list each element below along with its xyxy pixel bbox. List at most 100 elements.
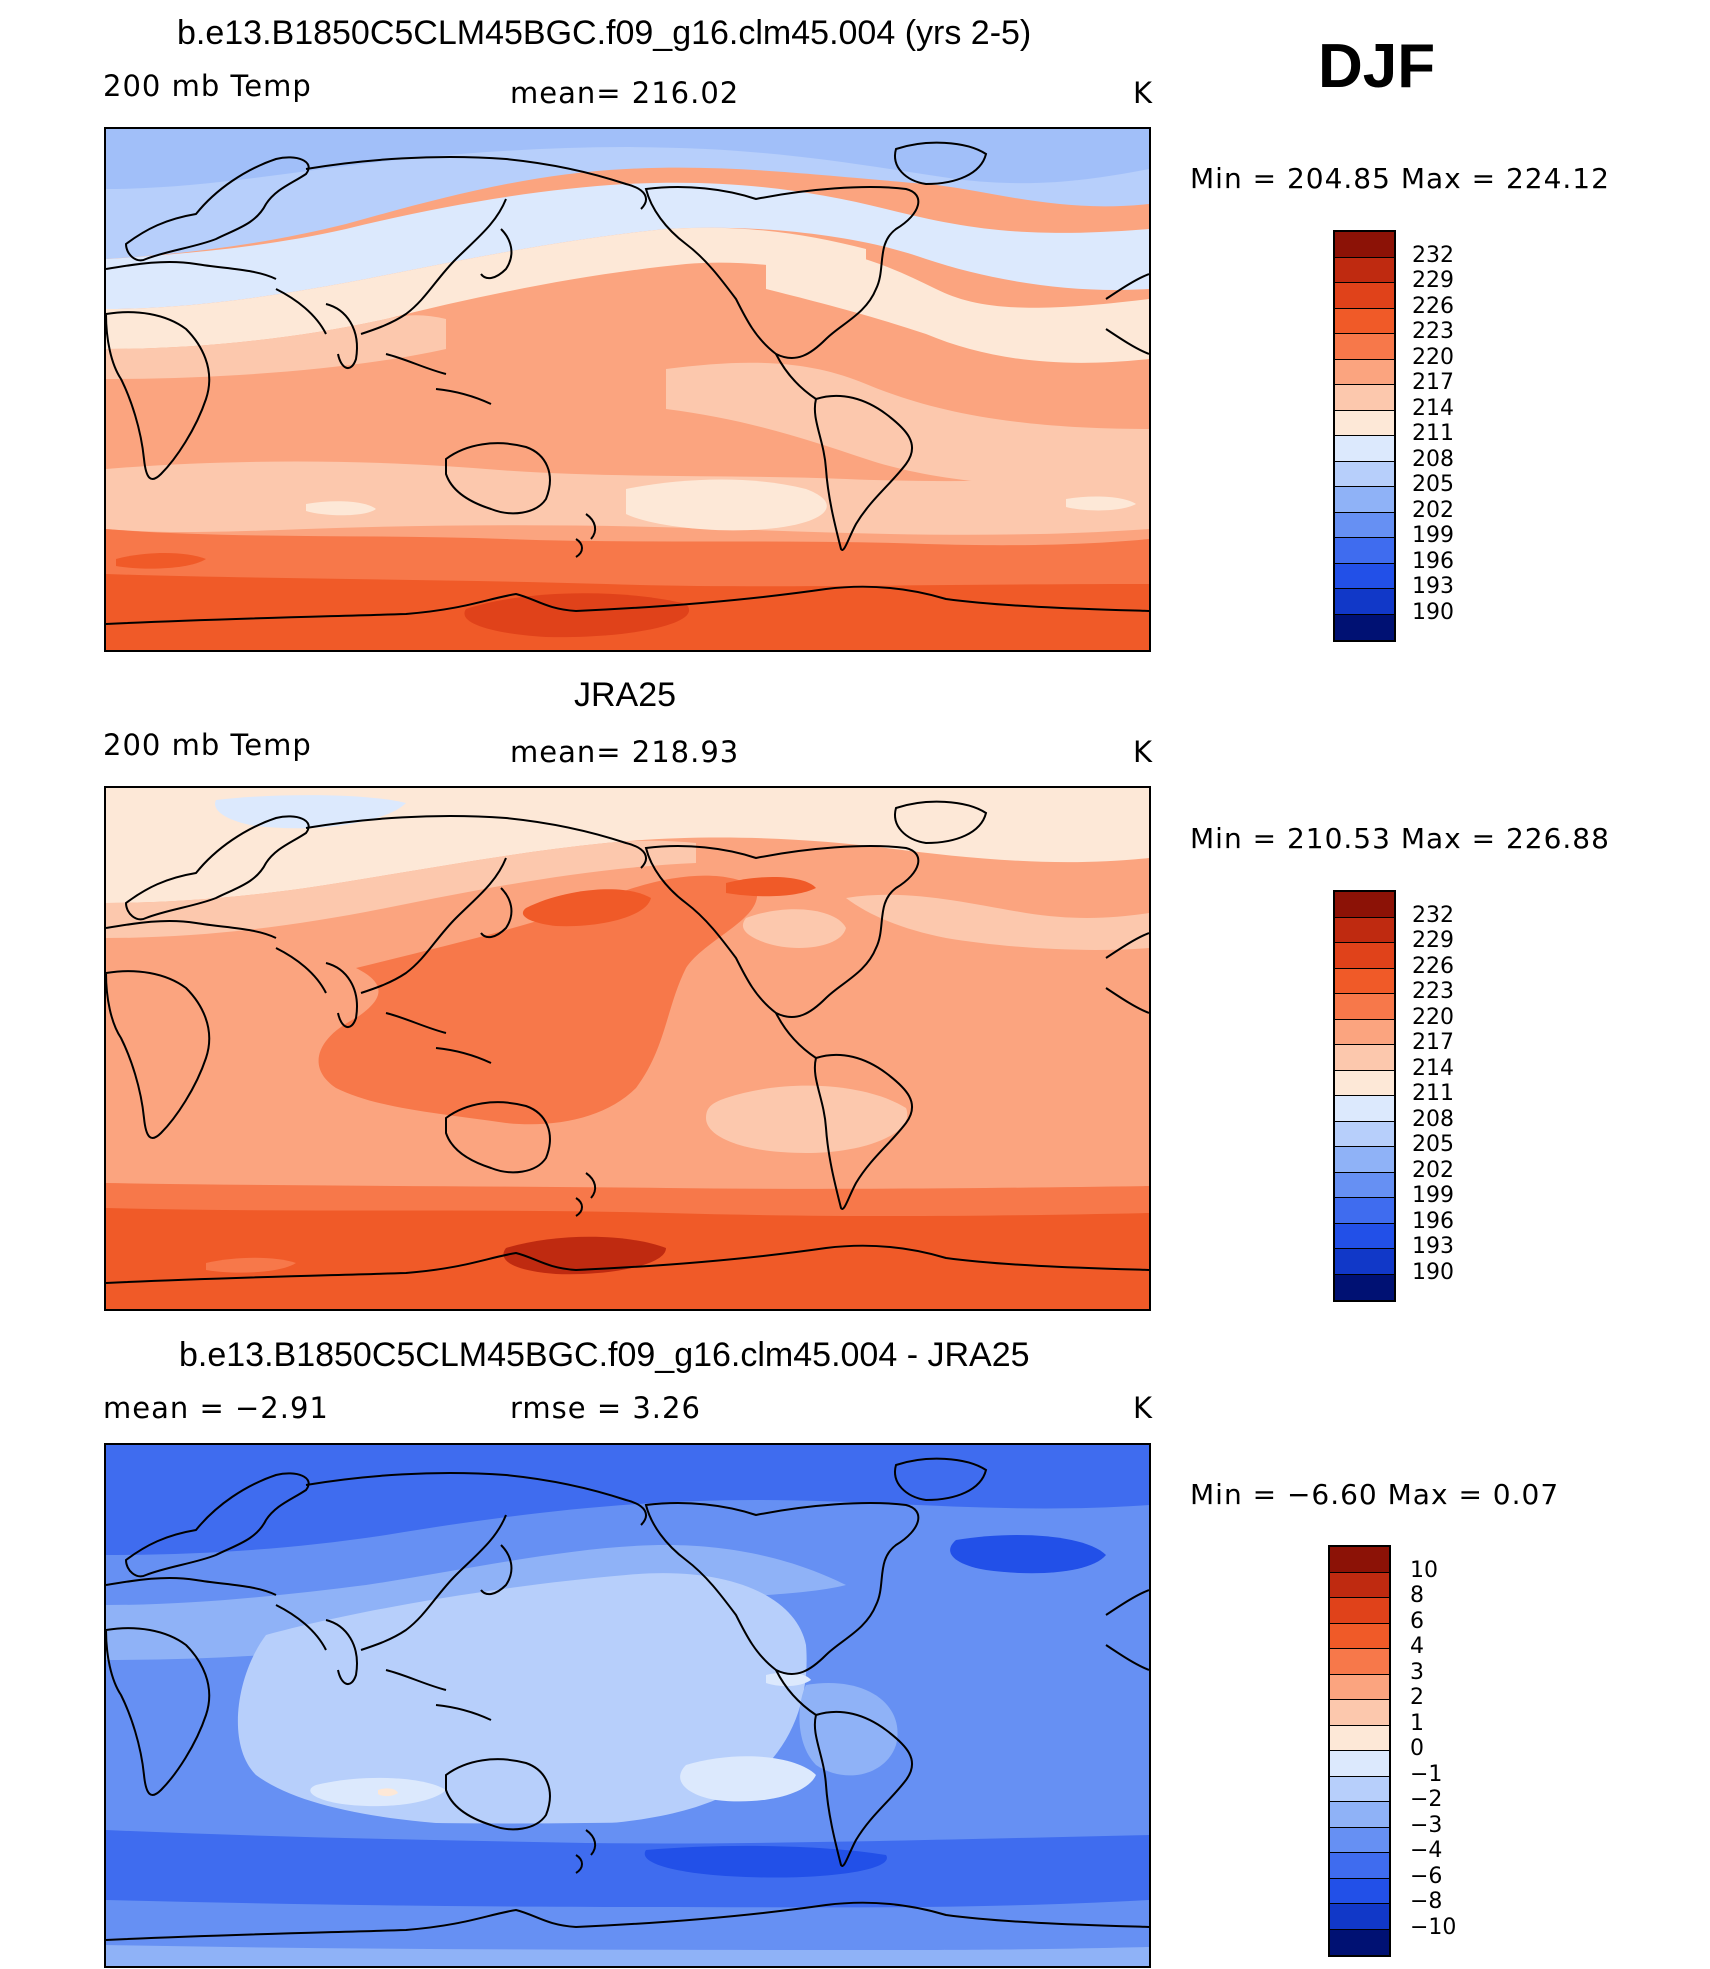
- field-positive-patch: [378, 1788, 398, 1797]
- colorbar-cell: [1335, 538, 1394, 564]
- colorbar-cell: [1330, 1878, 1389, 1904]
- coastline-path: [305, 1472, 647, 1526]
- colorbar-cell: [1330, 1904, 1389, 1930]
- colorbar-cell: [1330, 1827, 1389, 1853]
- colorbar-tick-label: 4: [1410, 1634, 1424, 1659]
- colorbar-tick-label: 0: [1410, 1736, 1424, 1761]
- colorbar-cell: [1335, 1172, 1394, 1198]
- panel3-map: [104, 1443, 1151, 1968]
- colorbar-tick-label: 190: [1412, 1259, 1454, 1285]
- colorbar-cell: [1335, 994, 1394, 1020]
- coastline-path: [106, 260, 277, 280]
- panel2-colorbar: [1333, 890, 1396, 1302]
- colorbar-cell: [1330, 1929, 1389, 1955]
- panel1-colorbar-labels: 232 229 226 223 220 217 214 211 208 205 202 199 196 1…: [1412, 230, 1532, 642]
- colorbar-tick-label: 217: [1412, 370, 1454, 395]
- field-south-patch: [116, 553, 206, 569]
- colorbar-tick-label: 205: [1412, 472, 1454, 497]
- coastlines: [106, 1457, 1149, 1941]
- coastline-path: [1105, 1589, 1149, 1671]
- colorbar-cell: [1335, 487, 1394, 513]
- field-warm-ne-patch: [742, 909, 846, 948]
- coastline-path: [124, 1472, 310, 1578]
- coastline-path: [106, 585, 1149, 625]
- colorbar-tick-label: 214: [1412, 395, 1454, 421]
- coastline-path: [480, 887, 513, 939]
- colorbar-tick-label: 1: [1410, 1710, 1424, 1736]
- panel3-mean-label: mean = −2.91: [103, 1391, 329, 1425]
- field-mild-east: [766, 246, 1149, 363]
- coastline-path: [445, 442, 551, 515]
- colorbar-cell: [1335, 1121, 1394, 1147]
- colorbar-tick-label: 196: [1412, 1208, 1454, 1234]
- panel1-map: [104, 127, 1151, 652]
- coastline-path: [124, 815, 310, 921]
- field-south-light: [706, 1085, 908, 1153]
- colorbar-tick-label: 2: [1410, 1685, 1424, 1710]
- coastline-path: [360, 857, 507, 994]
- colorbar-tick-label: 190: [1412, 599, 1454, 625]
- coastline-path: [275, 288, 358, 369]
- coastline-path: [1105, 932, 1149, 1014]
- colorbar-tick-label: 220: [1412, 1004, 1454, 1030]
- field-cool-band: [106, 182, 1149, 309]
- coastline-path: [775, 1669, 817, 1716]
- coastline-path: [1105, 273, 1149, 355]
- panel1-minmax-label: Min = 204.85 Max = 224.12: [1190, 162, 1610, 195]
- panel2-title: JRA25: [574, 676, 677, 714]
- colorbar-cell: [1335, 334, 1394, 360]
- colorbar-tick-label: 8: [1410, 1583, 1424, 1608]
- panel2-units-label: K: [1133, 735, 1154, 769]
- field-warm-northeast: [846, 894, 1149, 950]
- colorbar-tick-label: −10: [1410, 1914, 1457, 1940]
- coastlines: [106, 800, 1149, 1284]
- field-tropical-light: [237, 1573, 807, 1827]
- colorbar-tick-label: 202: [1412, 1157, 1454, 1183]
- coastline-path: [575, 513, 597, 558]
- colorbar-cell: [1335, 1249, 1394, 1275]
- colorbar-cell: [1335, 410, 1394, 436]
- colorbar-tick-label: 208: [1412, 446, 1454, 472]
- field-cool-north2: [106, 129, 1149, 189]
- coastline-path: [894, 1457, 988, 1502]
- colorbar-cell: [1335, 968, 1394, 994]
- season-label: DJF: [1318, 32, 1436, 101]
- coastline-path: [275, 1604, 358, 1685]
- colorbar-tick-label: −1: [1410, 1761, 1443, 1787]
- panel3-colorbar-labels: 10 8 6 4 3 2 1 0 −1 −2 −3 −4 −6 −8 −10: [1410, 1545, 1530, 1957]
- panel1-units-label: K: [1133, 76, 1154, 110]
- colorbar-cell: [1330, 1725, 1389, 1751]
- field-warm-north: [106, 840, 696, 938]
- colorbar-cell: [1330, 1853, 1389, 1879]
- colorbar-cell: [1335, 917, 1394, 943]
- colorbar-tick-label: 229: [1412, 928, 1454, 953]
- colorbar-cell: [1330, 1649, 1389, 1675]
- colorbar-cell: [1330, 1751, 1389, 1777]
- coastline-path: [360, 1514, 507, 1651]
- colorbar-cell: [1335, 1223, 1394, 1249]
- field-pacific-core: [522, 889, 651, 927]
- field-light-patch3: [766, 1672, 811, 1687]
- colorbar-tick-label: 223: [1412, 319, 1454, 344]
- colorbar-tick-label: −2: [1410, 1787, 1443, 1812]
- colorbar-tick-label: 226: [1412, 953, 1454, 979]
- panel2-map-svg: [106, 788, 1149, 1309]
- colorbar-tick-label: −6: [1410, 1863, 1443, 1889]
- field-mild-band: [106, 227, 866, 349]
- colorbar-tick-label: 205: [1412, 1132, 1454, 1157]
- coastline-path: [106, 1627, 211, 1796]
- field-pacific-warm: [318, 875, 758, 1125]
- colorbar-cell: [1330, 1598, 1389, 1624]
- panel1-variable-label: 200 mb Temp: [103, 69, 312, 103]
- colorbar-tick-label: 214: [1412, 1055, 1454, 1081]
- field-south-patch1: [206, 1257, 296, 1273]
- coastline-path: [644, 845, 920, 1018]
- field-south-band2: [106, 1830, 1149, 1908]
- colorbar-tick-label: 6: [1410, 1608, 1424, 1634]
- panel1-colorbar: [1333, 230, 1396, 642]
- coastline-path: [305, 156, 647, 210]
- colorbar-tick-label: 217: [1412, 1030, 1454, 1055]
- coastline-path: [480, 228, 513, 280]
- field-south-core: [464, 593, 690, 638]
- field-warm-west: [106, 315, 446, 379]
